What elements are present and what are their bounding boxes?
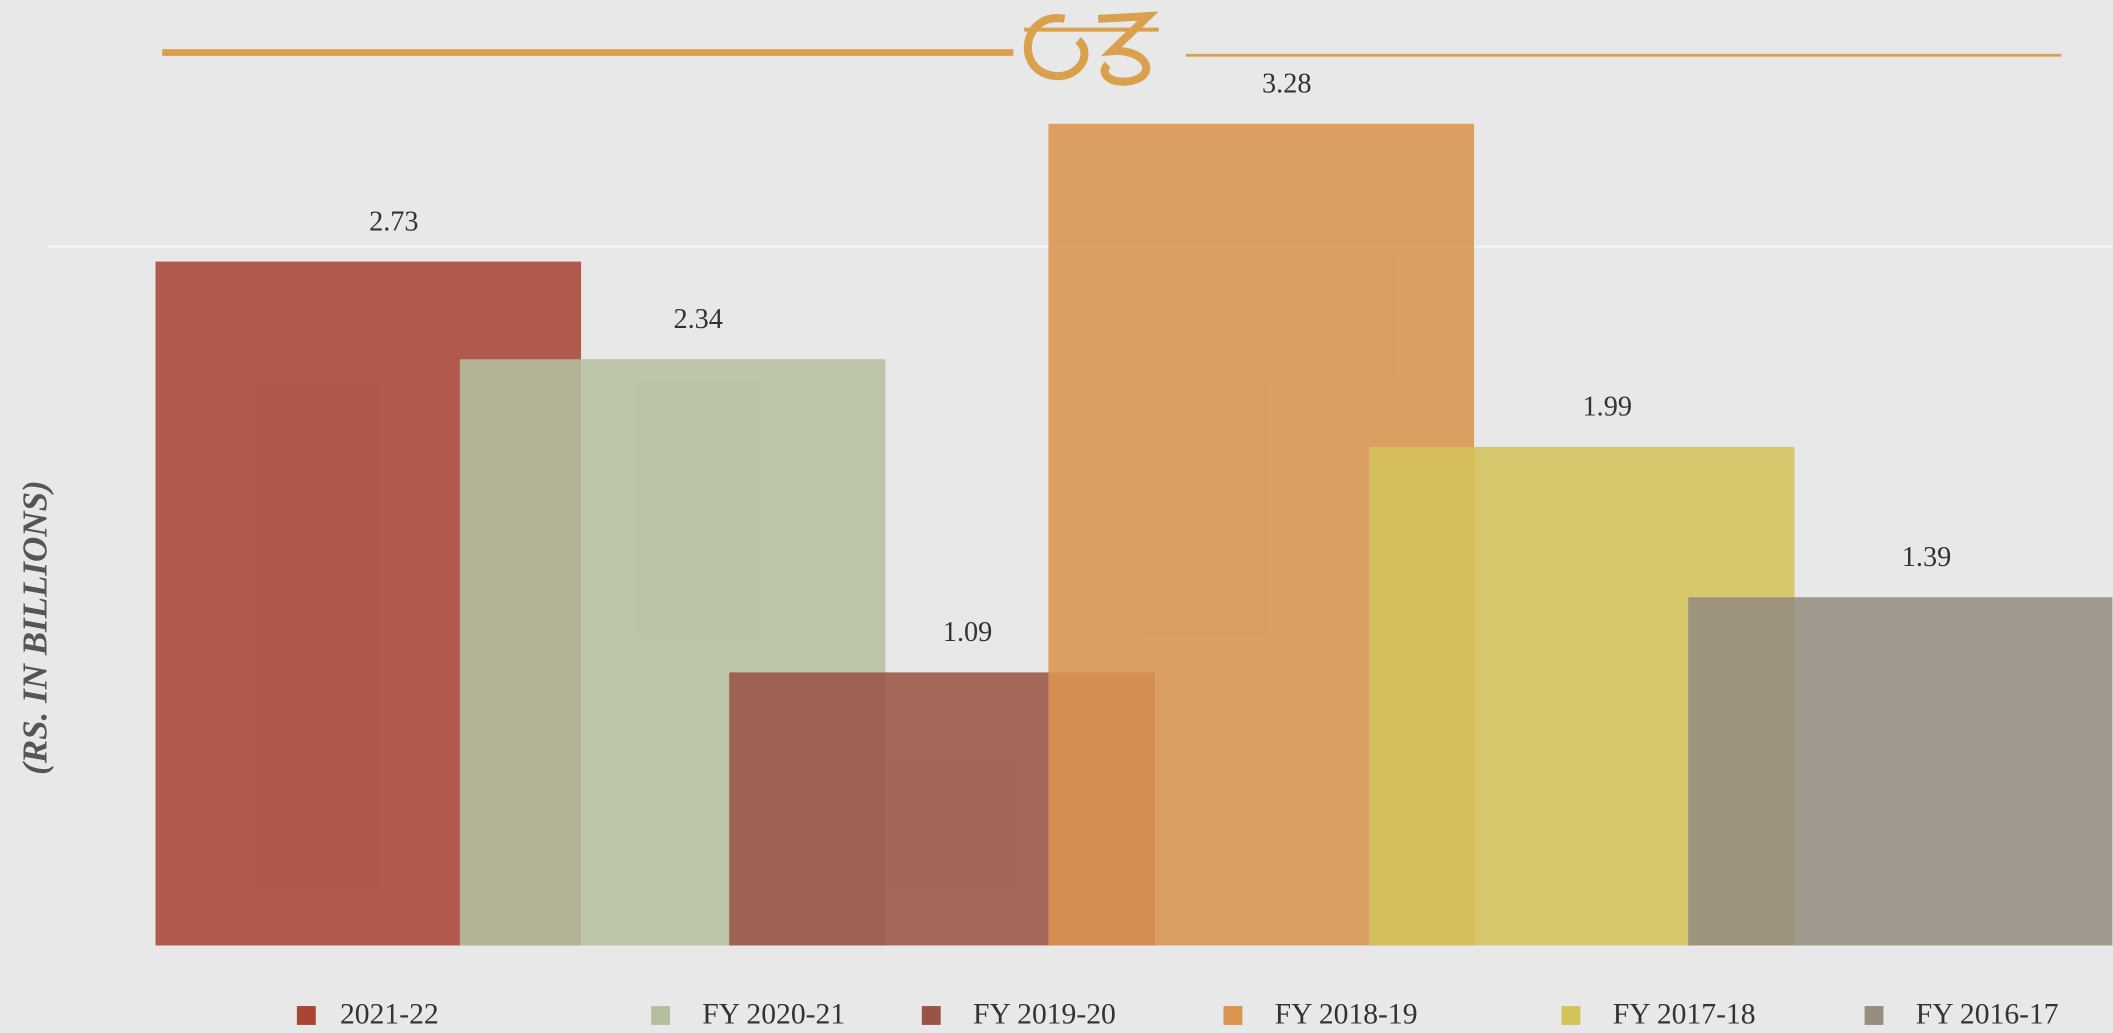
legend-swatch [651, 1006, 670, 1025]
legend-swatch [296, 1006, 316, 1025]
data-label: 1.39 [1902, 542, 1951, 573]
data-label: 2.34 [673, 304, 722, 335]
legend-swatch [1864, 1006, 1884, 1025]
y-axis-label: (RS. IN BILLIONS) [15, 480, 54, 775]
legend-label: FY 2019-20 [973, 999, 1116, 1031]
legend-swatch [1561, 1006, 1581, 1025]
legend-label: 2021-22 [340, 999, 439, 1031]
legend-swatch [1223, 1006, 1243, 1025]
legend-swatch [921, 1006, 941, 1025]
legend-label: FY 2017-18 [1613, 999, 1756, 1031]
legend-label: FY 2020-21 [702, 999, 845, 1031]
legend-label: FY 2018-19 [1275, 999, 1418, 1031]
logo [1023, 11, 1159, 86]
legend-label: FY 2016-17 [1916, 999, 2059, 1031]
data-label: 3.28 [1262, 69, 1311, 100]
data-label: 1.09 [943, 617, 992, 648]
data-label: 2.73 [369, 206, 418, 237]
data-label: 1.99 [1583, 392, 1632, 423]
bar [1688, 597, 2113, 946]
